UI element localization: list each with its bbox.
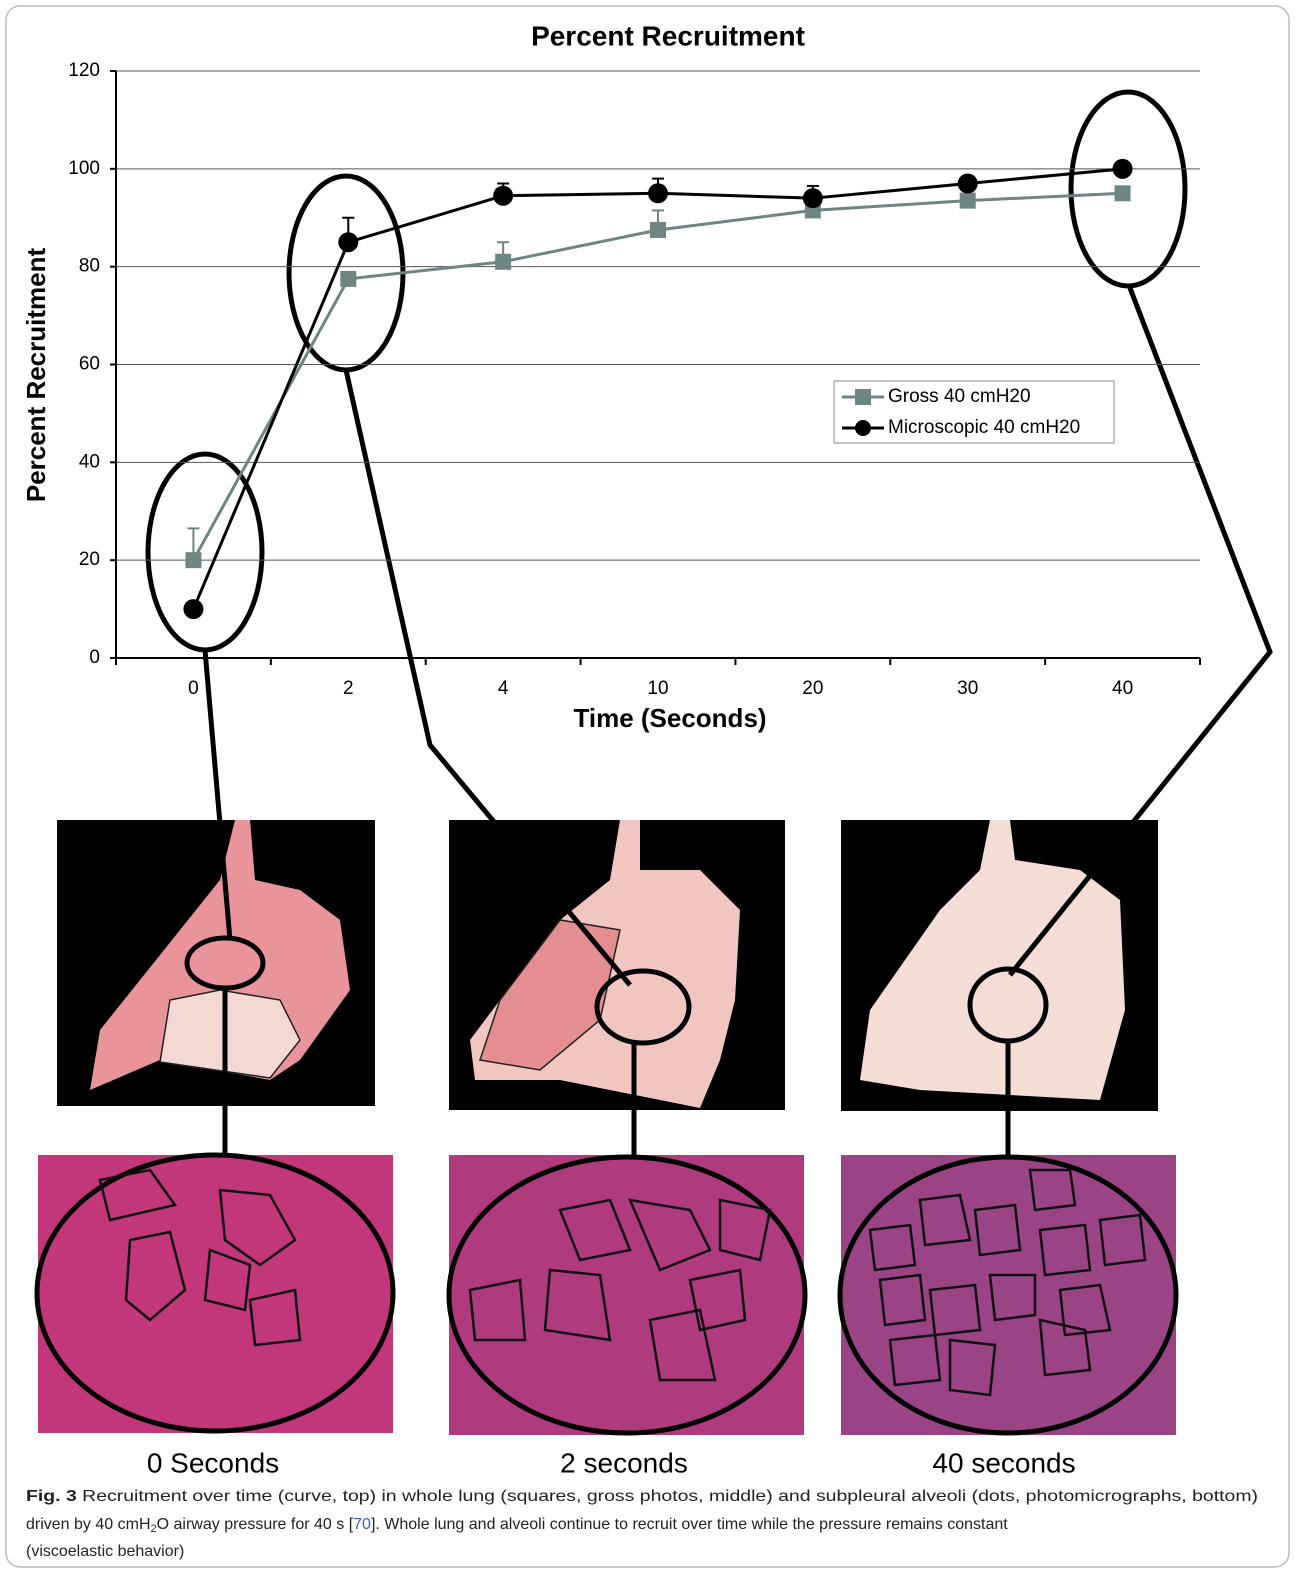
x-tick-label: 4 (498, 678, 509, 699)
caption-line: driven by 40 cmH2O airway pressure for 4… (26, 1516, 1008, 1535)
legend-label: Gross 40 cmH20 (888, 386, 1031, 407)
callout-line (343, 369, 632, 987)
caption-reference[interactable]: 70 (353, 1516, 371, 1533)
series-line (192, 191, 1123, 561)
marker (493, 185, 514, 206)
caption-label: Fig. 3 (26, 1488, 77, 1505)
marker (957, 173, 978, 194)
legend-marker (855, 389, 871, 405)
micrograph (449, 1155, 804, 1435)
legend-label: Microscopic 40 cmH20 (888, 417, 1080, 438)
panel-label: 2 seconds (560, 1447, 688, 1478)
marker (1114, 185, 1131, 202)
callout-ellipse (594, 968, 692, 1046)
marker (1112, 158, 1133, 179)
caption-text: Recruitment over time (curve, top) in wh… (77, 1488, 1258, 1505)
x-tick-label: 2 (343, 678, 354, 699)
marker (959, 192, 976, 209)
marker (802, 188, 823, 209)
caption-text: driven by 40 cmH (26, 1516, 151, 1533)
x-tick-label: 40 (1112, 678, 1133, 699)
callouts (145, 89, 1273, 1155)
callout-line (202, 649, 233, 941)
panel-labels: 0 Seconds 2 seconds 40 seconds (147, 1447, 1076, 1478)
micrograph-circle (34, 1152, 396, 1434)
x-axis-label: Time (Seconds) (573, 703, 766, 733)
panel-label: 40 seconds (932, 1447, 1075, 1478)
y-tick-label: 80 (79, 256, 100, 277)
page-frame (5, 5, 1290, 1568)
x-tick-label: 0 (188, 678, 199, 699)
alveoli-outline (468, 1198, 772, 1382)
y-tick-label: 0 (89, 647, 100, 668)
marker (650, 221, 666, 238)
marker (183, 599, 204, 620)
panel-label: 0 Seconds (147, 1447, 279, 1478)
y-tick-label: 120 (68, 60, 100, 81)
micrograph-circle (446, 1154, 808, 1436)
y-axis-label: Percent Recruitment (21, 248, 51, 503)
y-tick-label: 60 (79, 354, 100, 375)
lung (860, 820, 1125, 1100)
chart: Percent Recruitment Percent Recruitment … (21, 20, 1201, 733)
x-tick-label: 20 (802, 678, 823, 699)
caption-text: ]. Whole lung and alveoli continue to re… (371, 1516, 1008, 1533)
legend-box (833, 380, 1115, 444)
caption-text: O airway pressure for 40 s [ (157, 1516, 354, 1533)
y-tick-label: 20 (79, 549, 100, 570)
caption-subscript: 2 (151, 1523, 157, 1535)
alveoli-outline (868, 1168, 1147, 1397)
x-tick-label: 30 (957, 678, 978, 699)
marker (340, 270, 357, 287)
caption-line: (viscoelastic behavior) (26, 1543, 184, 1560)
marker (185, 552, 202, 569)
y-tick-label: 100 (68, 158, 100, 179)
callout-line (1008, 287, 1273, 977)
micrograph-circle (837, 1154, 1179, 1436)
caption-line: Fig. 3 Recruitment over time (curve, top… (26, 1488, 1258, 1505)
legend-marker (855, 420, 871, 436)
y-tick-label: 40 (79, 451, 100, 472)
chart-title: Percent Recruitment (531, 20, 805, 51)
marker (648, 183, 668, 204)
callout-ellipse (1068, 89, 1188, 289)
x-tick-label: 10 (647, 678, 668, 699)
alveoli-outline (98, 1168, 302, 1347)
photo-panels (34, 820, 1179, 1436)
marker (338, 232, 359, 253)
micrograph (38, 1155, 393, 1433)
micrograph (841, 1155, 1176, 1435)
marker (495, 253, 512, 270)
lung-region (159, 989, 301, 1079)
